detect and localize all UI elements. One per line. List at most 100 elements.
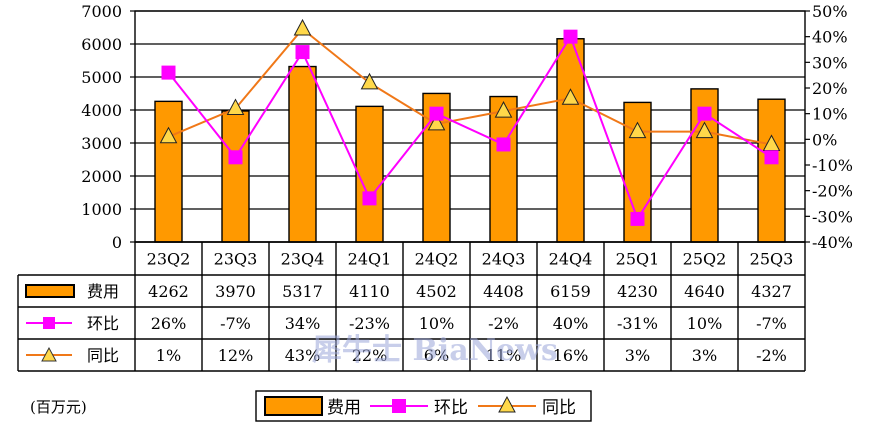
row-label: 同比 xyxy=(87,346,119,365)
y-left-tick-label: 3000 xyxy=(81,134,122,153)
row-label: 费用 xyxy=(87,282,119,301)
cell-value: -2% xyxy=(756,346,787,365)
y-left-tick-label: 2000 xyxy=(81,167,122,186)
cell-value: 3970 xyxy=(215,282,256,301)
y-right-tick-label: 40% xyxy=(812,28,848,47)
y-right-tick-label: -20% xyxy=(812,182,853,201)
cell-value: 4327 xyxy=(751,282,792,301)
series-line-环比 xyxy=(167,34,773,222)
y-right-tick-label: -10% xyxy=(812,156,853,175)
cell-value: 4502 xyxy=(416,282,457,301)
line-series xyxy=(159,18,781,226)
cell-value: -2% xyxy=(488,314,519,333)
y-left-tick-label: 7000 xyxy=(81,2,122,21)
point-square xyxy=(161,65,176,80)
legend-label: 环比 xyxy=(434,398,468,418)
point-triangle xyxy=(695,121,714,139)
point-triangle xyxy=(628,121,647,139)
point-triangle xyxy=(293,18,312,36)
category-label: 24Q1 xyxy=(348,250,392,269)
point-triangle xyxy=(561,88,580,105)
point-triangle xyxy=(427,113,446,131)
cell-value: 4640 xyxy=(684,282,725,301)
category-label: 23Q3 xyxy=(214,250,258,269)
y-left-tick-label: 0 xyxy=(112,233,122,252)
watermark: 犀牛士 BiaNews xyxy=(312,333,558,368)
data-table: 23Q2 23Q3 23Q4 24Q1 24Q2 24Q3 24Q4 25Q1 25Q2 25Q3… xyxy=(17,241,806,372)
cell-value: -23% xyxy=(349,314,390,333)
cell-value: 26% xyxy=(151,314,187,333)
cell-value: 12% xyxy=(218,346,254,365)
cell-value: 10% xyxy=(687,314,723,333)
cell-value: 3% xyxy=(692,346,717,365)
row-key-triangle-marker xyxy=(41,346,57,362)
point-triangle xyxy=(360,72,379,90)
row-key-square-marker xyxy=(43,317,55,329)
y-right-tick-label: 20% xyxy=(812,79,848,98)
cell-value: 6% xyxy=(424,346,449,365)
category-label: 24Q3 xyxy=(482,250,526,269)
cell-value: -7% xyxy=(220,314,251,333)
point-square xyxy=(362,191,377,206)
y-right-tick-label: 50% xyxy=(812,2,848,21)
cell-value: -7% xyxy=(756,314,787,333)
y-left-tick-label: 1000 xyxy=(81,200,122,219)
cell-value: 5317 xyxy=(282,282,323,301)
cell-value: 4230 xyxy=(617,282,658,301)
y-left-tick-label: 4000 xyxy=(81,101,122,120)
point-square xyxy=(496,137,511,152)
cell-value: -31% xyxy=(617,314,658,333)
cell-value: 6159 xyxy=(550,282,591,301)
y-right-tick-label: 0% xyxy=(812,130,837,149)
cell-value: 43% xyxy=(285,346,321,365)
y-right-tick-label: -30% xyxy=(812,207,853,226)
cell-value: 4110 xyxy=(349,282,390,301)
bar xyxy=(221,110,250,243)
axes: 0 1000 2000 3000 4000 5000 6000 7000 50% 40% 30% 20… xyxy=(81,2,853,252)
legend-key-bar xyxy=(264,396,323,416)
row-key-bar xyxy=(25,284,75,298)
cell-value: 4262 xyxy=(148,282,189,301)
y-right-tick-label: -40% xyxy=(812,233,853,252)
y-right-tick-label: 10% xyxy=(812,105,848,124)
point-square xyxy=(563,29,578,44)
point-square xyxy=(630,211,645,226)
bar-series xyxy=(154,38,786,243)
bar xyxy=(556,38,585,243)
point-square xyxy=(429,106,444,121)
cell-value: 11% xyxy=(486,346,522,365)
category-label: 23Q4 xyxy=(281,250,325,269)
y-left-tick-label: 6000 xyxy=(81,35,122,54)
point-triangle xyxy=(494,101,513,118)
bar xyxy=(154,100,183,243)
series-line-同比 xyxy=(168,27,772,146)
legend-key-triangle-marker xyxy=(498,395,516,413)
bar xyxy=(757,98,786,243)
bar xyxy=(355,105,384,243)
cell-value: 34% xyxy=(285,314,321,333)
legend: 费用 环比 同比 xyxy=(255,390,592,422)
category-label: 25Q3 xyxy=(750,250,794,269)
bar xyxy=(288,65,317,243)
point-triangle xyxy=(159,126,178,144)
cell-value: 22% xyxy=(352,346,388,365)
unit-label: (百万元) xyxy=(30,398,87,416)
point-triangle xyxy=(226,98,245,116)
legend-label: 同比 xyxy=(542,398,576,418)
cell-value: 40% xyxy=(553,314,589,333)
point-square xyxy=(764,150,779,165)
category-label: 25Q1 xyxy=(616,250,660,269)
point-square xyxy=(295,45,310,60)
point-square xyxy=(228,150,243,165)
y-left-tick-label: 5000 xyxy=(81,68,122,87)
cell-value: 10% xyxy=(419,314,455,333)
cell-value: 1% xyxy=(156,346,181,365)
bar xyxy=(489,95,518,243)
cell-value: 16% xyxy=(553,346,589,365)
row-label: 环比 xyxy=(87,314,119,333)
point-square xyxy=(697,106,712,121)
cell-value: 4408 xyxy=(483,282,524,301)
category-label: 25Q2 xyxy=(683,250,727,269)
cell-value: 3% xyxy=(625,346,650,365)
